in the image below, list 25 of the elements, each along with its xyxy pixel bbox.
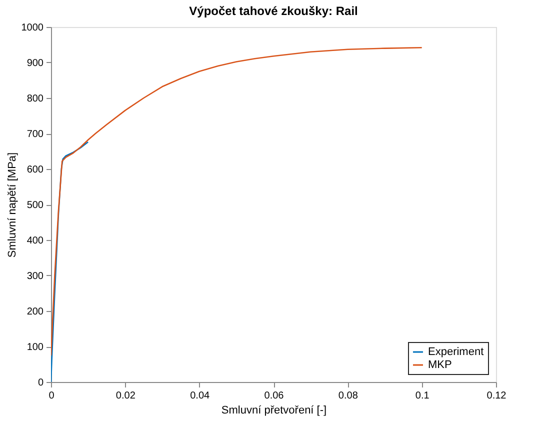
line-series	[51, 141, 89, 382]
y-tick-label: 300	[26, 271, 44, 282]
x-tick-label: 0.06	[264, 390, 284, 402]
y-tick-label: 100	[26, 342, 44, 353]
y-tick-label: 800	[26, 94, 44, 104]
x-tick-label: 0	[48, 390, 55, 402]
x-tick-label: 0.08	[338, 390, 358, 402]
x-tick-label: 0.02	[116, 390, 136, 402]
y-tick-label: 900	[26, 58, 44, 69]
y-tick-label: 700	[26, 129, 44, 140]
y-axis-title: Smluvní napětí [MPa]	[6, 152, 18, 258]
x-tick-label: 0.12	[486, 390, 507, 402]
y-tick-label: 400	[26, 236, 44, 246]
y-tick-label: 200	[26, 306, 44, 318]
x-axis-title: Smluvní přetvoření [-]	[221, 404, 327, 416]
y-tick-label: 500	[26, 200, 44, 211]
legend-label: MKP	[428, 359, 452, 371]
y-tick-label: 600	[26, 164, 44, 176]
y-tick-label: 0	[38, 378, 44, 388]
y-tick-label: 1000	[21, 22, 44, 34]
chart-title: Výpočet tahové zkoušky: Rail	[189, 4, 358, 18]
x-tick-label: 0.04	[190, 390, 210, 402]
line-series	[51, 46, 422, 356]
legend-label: Experiment	[428, 346, 484, 358]
x-tick-label: 0.1	[415, 390, 430, 402]
